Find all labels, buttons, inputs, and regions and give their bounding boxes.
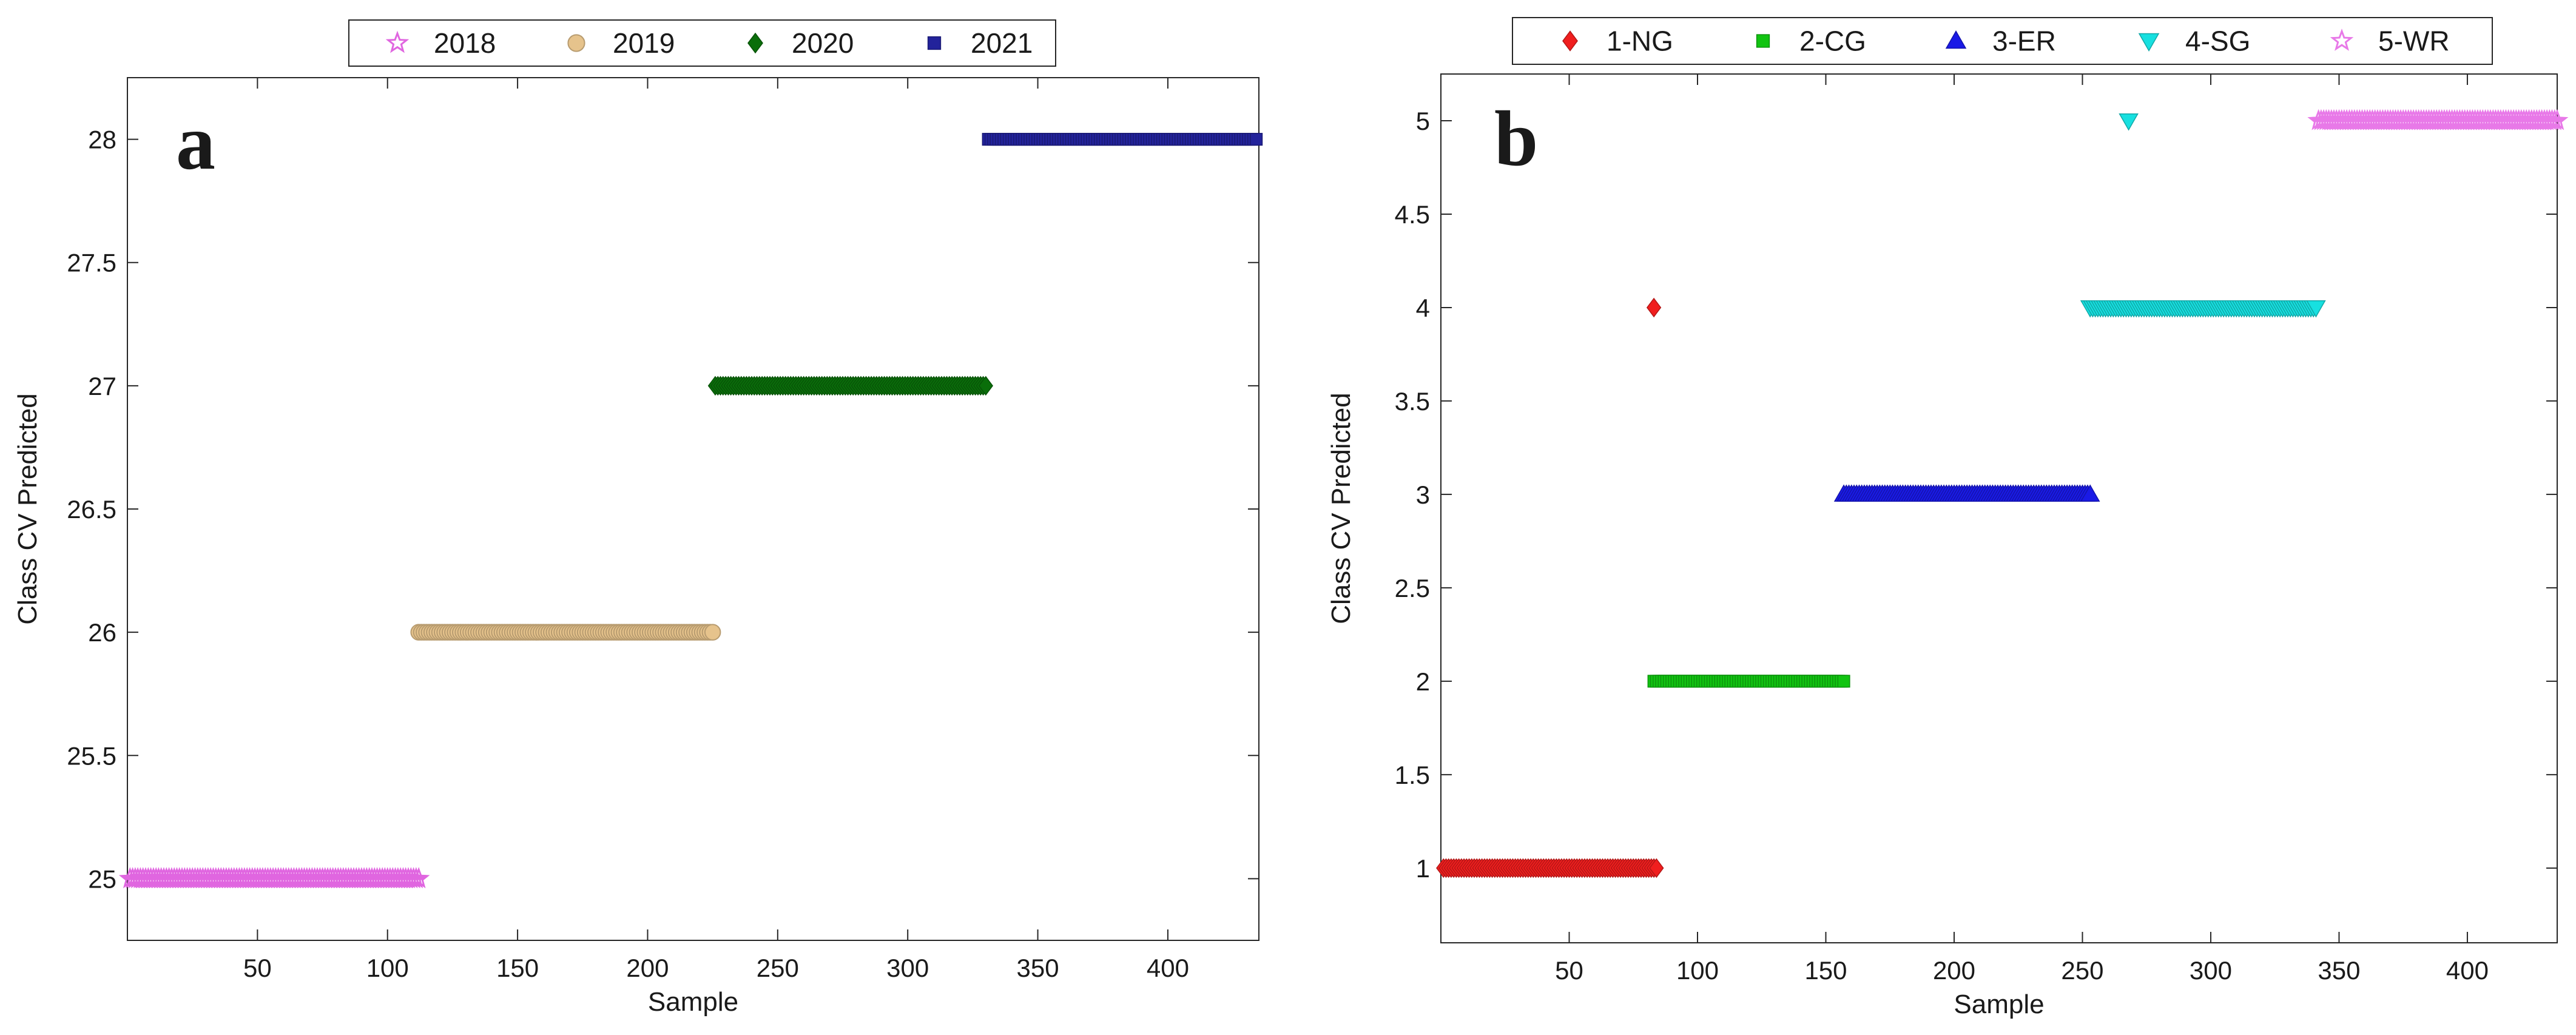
x-tick-label: 100 xyxy=(366,954,409,982)
legend-label: 2018 xyxy=(434,27,496,59)
y-tick-label: 26 xyxy=(88,618,116,647)
legend-label: 2021 xyxy=(971,27,1033,59)
x-tick-label: 50 xyxy=(1555,956,1583,985)
legend-marker xyxy=(747,32,763,54)
data-point xyxy=(1250,133,1263,146)
legend-label: 2019 xyxy=(613,27,675,59)
plot-area xyxy=(1440,73,2558,943)
data-point xyxy=(2306,300,2326,318)
series-1-NG xyxy=(1436,297,1664,878)
legend-marker xyxy=(1562,30,1578,52)
x-tick-label: 150 xyxy=(496,954,539,982)
legend-marker xyxy=(385,30,410,53)
x-tick-label: 150 xyxy=(1804,956,1847,985)
y-tick-label: 1.5 xyxy=(1395,761,1430,789)
x-tick-label: 300 xyxy=(2190,956,2232,985)
series-2020 xyxy=(707,376,994,396)
data-point xyxy=(2546,109,2569,130)
legend-marker xyxy=(1945,30,1967,49)
y-tick-label: 4.5 xyxy=(1395,200,1430,229)
legend: 1-NG 2-CG 3-ER 4-SG 5-WR xyxy=(1512,17,2493,65)
x-axis-label: Sample xyxy=(648,987,738,1017)
x-tick-label: 200 xyxy=(626,954,669,982)
y-tick-label: 25.5 xyxy=(67,741,116,770)
y-tick-label: 28 xyxy=(88,126,116,154)
legend-marker xyxy=(567,34,585,52)
y-tick-label: 4 xyxy=(1416,294,1430,322)
data-point xyxy=(2080,484,2100,502)
x-tick-label: 350 xyxy=(1017,954,1059,982)
panel-letter: a xyxy=(176,99,215,186)
y-tick-label: 27 xyxy=(88,372,116,400)
x-axis-label: Sample xyxy=(1954,989,2044,1019)
x-tick-label: 50 xyxy=(243,954,272,982)
legend-label: 2-CG xyxy=(1799,25,1866,57)
series-2021 xyxy=(982,133,1263,146)
y-tick-label: 3 xyxy=(1416,480,1430,509)
x-tick-label: 200 xyxy=(1933,956,1975,985)
y-tick-label: 2.5 xyxy=(1395,574,1430,602)
y-tick-label: 27.5 xyxy=(67,249,116,277)
panel-letter: b xyxy=(1494,95,1538,183)
y-axis-label: Class CV Predicted xyxy=(13,393,42,624)
data-point-outlier xyxy=(2119,113,2139,131)
y-tick-label: 1 xyxy=(1416,854,1430,883)
y-tick-label: 5 xyxy=(1416,107,1430,135)
plot-area xyxy=(127,77,1259,941)
legend-marker xyxy=(927,36,942,50)
legend-marker xyxy=(2330,29,2354,51)
x-tick-label: 250 xyxy=(2061,956,2103,985)
legend-marker xyxy=(2138,33,2160,52)
data-point xyxy=(1837,675,1850,688)
y-axis-label: Class CV Predicted xyxy=(1326,393,1356,624)
series-5-WR xyxy=(2307,109,2569,130)
data-point xyxy=(407,867,430,889)
y-tick-label: 25 xyxy=(88,865,116,893)
y-tick-label: 26.5 xyxy=(67,495,116,524)
series-2019 xyxy=(410,624,721,641)
series-2018 xyxy=(118,867,430,889)
x-tick-label: 300 xyxy=(886,954,929,982)
series-4-SG xyxy=(2080,113,2326,318)
legend-label: 4-SG xyxy=(2185,25,2250,57)
x-tick-label: 350 xyxy=(2318,956,2360,985)
legend-label: 2020 xyxy=(792,27,854,59)
legend-label: 5-WR xyxy=(2378,25,2450,57)
series-3-ER xyxy=(1833,484,2100,502)
data-point xyxy=(978,376,994,396)
y-tick-label: 2 xyxy=(1416,667,1430,696)
panel-b: 50 100 150 200 250 300 350 400 1 1.5 2 2.5 3 3.5 4 4.5 5… xyxy=(1326,17,2569,1019)
legend-label: 3-ER xyxy=(1992,25,2056,57)
data-point xyxy=(1649,858,1664,878)
panel-a: 50 100 150 200 250 300 350 400 25 25.5 26 26.5 27 27.… xyxy=(13,19,1263,1017)
y-tick-label: 3.5 xyxy=(1395,387,1430,416)
legend: 2018 2019 2020 2021 xyxy=(348,19,1056,67)
legend-label: 1-NG xyxy=(1607,25,1673,57)
x-tick-label: 400 xyxy=(2446,956,2489,985)
series-2-CG xyxy=(1647,675,1850,688)
data-point-outlier xyxy=(1646,297,1662,318)
x-tick-label: 400 xyxy=(1147,954,1189,982)
x-tick-label: 250 xyxy=(757,954,799,982)
legend-box xyxy=(1512,17,2493,65)
data-point xyxy=(704,624,721,641)
x-tick-label: 100 xyxy=(1676,956,1719,985)
legend-marker xyxy=(1756,34,1770,48)
